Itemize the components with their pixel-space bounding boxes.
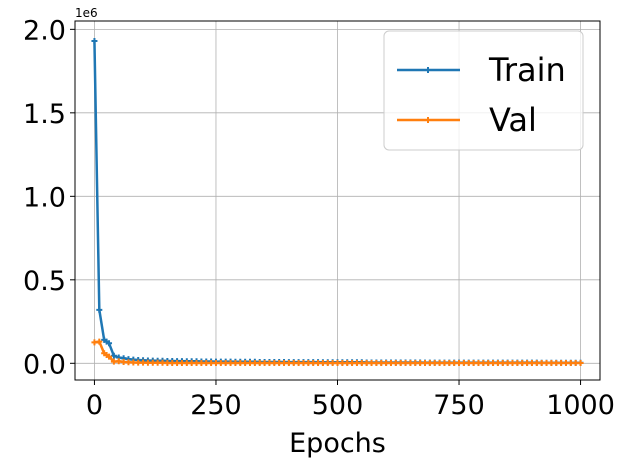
legend: Train Val xyxy=(383,30,584,151)
x-axis-label: Epochs xyxy=(289,428,386,459)
data-point xyxy=(577,359,584,366)
legend-label: Val xyxy=(489,101,537,139)
y-tick-label: 1.5 xyxy=(23,99,66,130)
y-tick-label: 2.0 xyxy=(23,15,66,46)
legend-label: Train xyxy=(488,51,566,89)
data-point xyxy=(91,38,98,45)
x-tick-label: 0 xyxy=(86,390,103,421)
ticks: 0 250 500 750 1000 0.0 0.5 1.0 1.5 2.0 xyxy=(23,15,615,421)
legend-item-val: Val xyxy=(397,101,537,139)
legend-marker xyxy=(425,117,431,123)
x-tick-label: 750 xyxy=(433,390,485,421)
y-tick-label: 0.5 xyxy=(23,266,66,297)
y-offset-label: 1e6 xyxy=(75,6,98,20)
data-point xyxy=(106,353,113,360)
legend-box xyxy=(383,30,584,151)
series-layer xyxy=(91,38,584,366)
x-tick-label: 250 xyxy=(190,390,242,421)
data-point xyxy=(96,306,103,313)
legend-item-train: Train xyxy=(397,51,566,89)
data-point xyxy=(96,338,103,345)
legend-marker xyxy=(425,67,431,73)
y-tick-label: 0.0 xyxy=(23,349,66,380)
series-val xyxy=(91,338,584,366)
data-point xyxy=(106,340,113,347)
x-tick-label: 500 xyxy=(312,390,364,421)
x-tick-label: 1000 xyxy=(546,390,615,421)
y-tick-label: 1.0 xyxy=(23,182,66,213)
